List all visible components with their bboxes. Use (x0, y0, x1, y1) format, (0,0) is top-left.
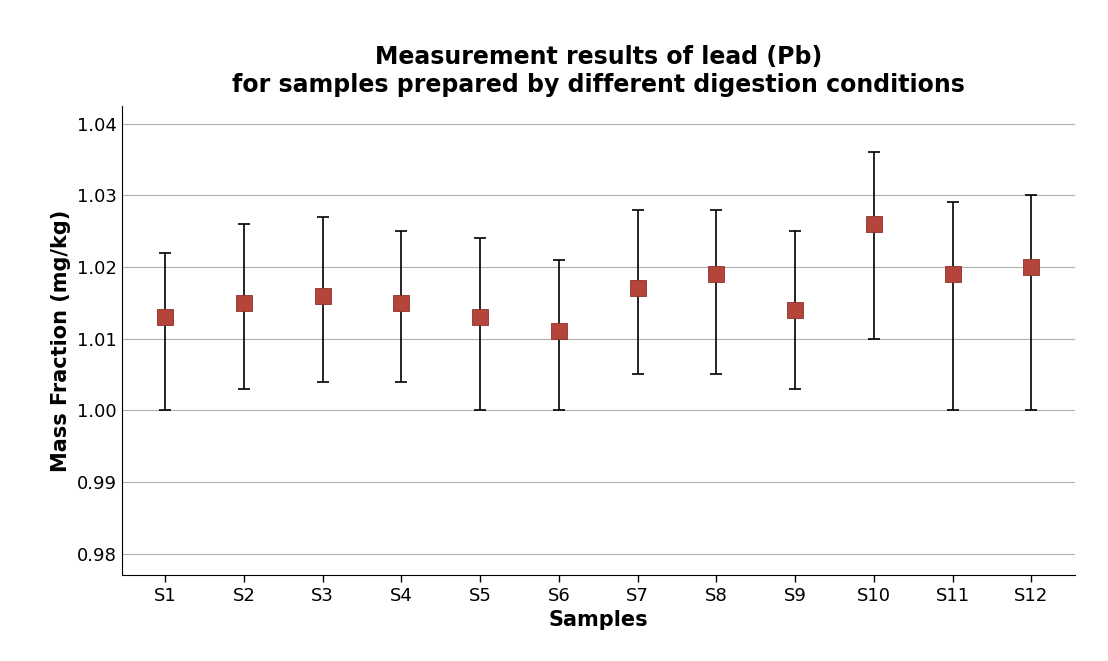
Title: Measurement results of lead (Pb)
for samples prepared by different digestion con: Measurement results of lead (Pb) for sam… (232, 45, 965, 97)
X-axis label: Samples: Samples (548, 610, 648, 631)
Y-axis label: Mass Fraction (mg/kg): Mass Fraction (mg/kg) (51, 210, 71, 471)
